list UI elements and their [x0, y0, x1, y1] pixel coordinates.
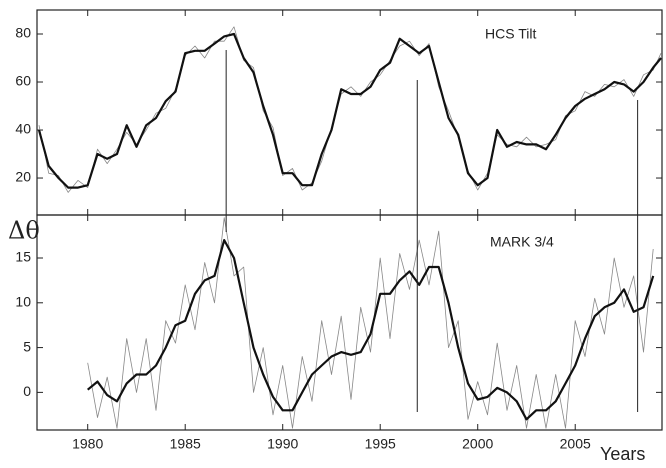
y-tick-label: 0: [23, 383, 31, 399]
x-tick-label: 1985: [170, 436, 201, 452]
x-tick-label: 2000: [462, 436, 493, 452]
x-tick-label: 2005: [560, 436, 591, 452]
y-tick-label: 20: [15, 169, 31, 185]
y-tick-label: 15: [15, 249, 31, 265]
plot-frame: [36, 9, 663, 216]
y-tick-label: 60: [15, 73, 31, 89]
y-tick-label: 5: [23, 338, 31, 354]
panel-label: HCS Tilt: [485, 26, 536, 42]
series-line: [87, 217, 654, 429]
x-tick-label: 1990: [267, 436, 298, 452]
y-axis-label: Δθ: [8, 217, 40, 245]
panel-label: MARK 3/4: [490, 234, 554, 250]
series-line: [37, 32, 662, 189]
plot-lines: [37, 26, 662, 193]
x-tick-label: 1980: [72, 436, 103, 452]
plot-lines: [86, 217, 655, 429]
x-axis-label: Years: [600, 444, 645, 464]
series-line: [86, 239, 655, 421]
y-tick-label: 10: [15, 293, 31, 309]
plot-frame: [36, 214, 663, 431]
x-tick-label: 1995: [365, 436, 396, 452]
series-line: [38, 26, 662, 193]
y-tick-label: 40: [15, 121, 31, 137]
y-tick-label: 80: [15, 25, 31, 41]
